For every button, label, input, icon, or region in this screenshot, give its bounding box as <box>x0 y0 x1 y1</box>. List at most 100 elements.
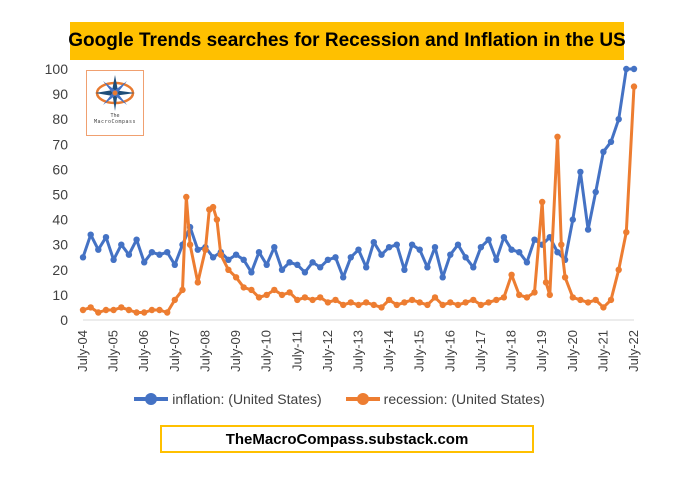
series-0-point <box>508 246 515 253</box>
series-0-point <box>133 236 140 243</box>
y-tick-label: 50 <box>52 187 68 203</box>
legend-label-inflation: inflation: (United States) <box>172 391 322 407</box>
series-0-point <box>156 251 163 258</box>
series-1-point <box>355 301 362 309</box>
series-0-point <box>584 226 592 233</box>
series-0-point <box>569 216 576 223</box>
series-1-point <box>523 294 531 301</box>
series-1-point <box>592 296 599 304</box>
series-1-point <box>110 306 117 314</box>
series-1-point <box>542 279 550 286</box>
series-0-point <box>209 254 217 261</box>
legend-item-recession: recession: (United States) <box>345 391 545 407</box>
series-0-point <box>554 249 561 256</box>
series-0-point <box>416 246 423 253</box>
series-1-point <box>301 294 309 301</box>
x-tick-label: July-21 <box>595 330 610 372</box>
series-1-point <box>202 246 209 253</box>
series-1-point <box>477 301 485 309</box>
series-1-point <box>393 301 400 309</box>
series-0-point <box>232 251 240 258</box>
series-1-point <box>164 309 171 316</box>
series-1-point <box>186 241 194 248</box>
chart-legend: inflation: (United States) recession: (U… <box>0 389 679 409</box>
legend-label-recession: recession: (United States) <box>383 391 545 407</box>
series-0-point <box>523 259 531 266</box>
series-0-point <box>424 264 431 271</box>
x-tick-label: July-16 <box>442 330 457 372</box>
x-tick-label: July-18 <box>504 330 519 372</box>
series-1-point <box>194 279 201 286</box>
series-1-point <box>630 83 638 90</box>
series-1-point <box>309 296 316 304</box>
series-1-point <box>561 274 569 281</box>
series-1-point <box>317 294 324 301</box>
x-tick-label: July-04 <box>75 330 90 372</box>
series-1-point <box>179 286 186 294</box>
series-0-point <box>393 241 400 248</box>
series-1-point <box>584 299 592 306</box>
series-1-point <box>102 306 110 314</box>
series-1-point <box>424 301 431 309</box>
series-0-point <box>171 261 178 268</box>
series-0-point <box>454 241 462 248</box>
series-0-point <box>447 251 454 258</box>
series-1-point <box>607 296 615 304</box>
series-0-point <box>470 264 477 271</box>
y-tick-label: 40 <box>52 212 68 228</box>
series-0-point <box>102 234 110 241</box>
series-1-point <box>454 301 462 309</box>
series-0-point <box>164 249 171 256</box>
x-tick-label: July-07 <box>167 330 182 372</box>
series-1-point <box>232 274 240 281</box>
series-0-point <box>516 249 523 256</box>
y-tick-label: 60 <box>52 161 68 177</box>
series-1-point <box>378 304 385 311</box>
series-1-point <box>470 296 477 304</box>
series-1-point <box>546 291 553 299</box>
series-1-point <box>141 309 148 316</box>
x-tick-label: July-13 <box>351 330 366 372</box>
series-0-point <box>263 261 270 268</box>
series-0-point <box>485 236 492 243</box>
series-1-point <box>385 296 393 304</box>
x-tick-label: July-11 <box>289 330 304 371</box>
x-tick-label: July-19 <box>534 330 549 372</box>
x-tick-label: July-20 <box>565 330 580 372</box>
series-1-point <box>516 291 523 299</box>
series-1-point <box>213 216 221 223</box>
logo-text-the: The <box>110 113 120 119</box>
series-1-point <box>485 299 492 306</box>
series-1-point <box>255 294 263 301</box>
series-line-1 <box>81 85 636 314</box>
series-1-point <box>171 296 178 304</box>
y-tick-label: 80 <box>52 111 68 127</box>
series-1-point <box>209 203 217 211</box>
y-tick-label: 70 <box>52 136 68 152</box>
series-1-point <box>363 299 370 306</box>
series-0-point <box>286 259 293 266</box>
series-1-point <box>500 294 508 301</box>
series-0-point <box>278 266 286 273</box>
series-1-point <box>408 296 416 304</box>
x-tick-label: July-17 <box>473 330 488 372</box>
series-0-point <box>240 256 247 263</box>
series-0-point <box>477 244 485 251</box>
series-1-point <box>447 299 454 306</box>
series-0-point <box>347 254 354 261</box>
series-1-point <box>340 301 347 309</box>
series-0-point <box>493 256 500 263</box>
series-0-point <box>592 188 599 196</box>
series-0-point <box>408 241 416 248</box>
series-1-point <box>294 296 301 304</box>
series-0-point <box>531 236 538 243</box>
series-0-point <box>148 249 156 256</box>
series-1-point <box>416 299 423 306</box>
series-0-point <box>110 256 117 263</box>
series-0-point <box>79 254 87 261</box>
series-0-point <box>194 246 201 253</box>
compass-rose-icon <box>95 75 135 111</box>
series-0-point <box>439 274 446 281</box>
series-1-point <box>79 306 87 314</box>
x-tick-label: July-05 <box>106 330 121 372</box>
